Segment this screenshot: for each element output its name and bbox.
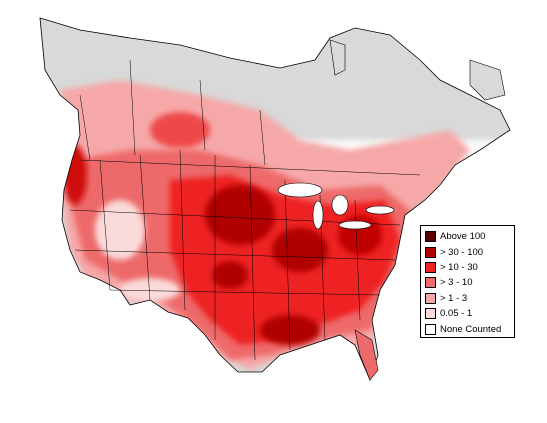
legend-item: > 30 - 100	[425, 244, 510, 259]
legend-item: None Counted	[425, 321, 510, 336]
legend-swatch	[425, 246, 436, 258]
legend-swatch	[425, 231, 436, 243]
legend-label: > 30 - 100	[440, 246, 484, 258]
legend-label: > 1 - 3	[440, 292, 468, 304]
legend-item: Above 100	[425, 229, 510, 244]
island	[329, 39, 346, 76]
state-boundaries	[69, 59, 421, 361]
legend-label: None Counted	[440, 323, 502, 335]
legend: Above 100 > 30 - 100 > 10 - 30 > 3 - 10 …	[420, 225, 515, 338]
abundance-layer	[60, 80, 510, 370]
legend-label: Above 100	[440, 231, 486, 243]
legend-swatch	[425, 261, 436, 273]
legend-label: > 10 - 30	[440, 261, 478, 273]
legend-item: > 10 - 30	[425, 260, 510, 275]
legend-label: > 3 - 10	[440, 277, 473, 289]
legend-item: 0.05 - 1	[425, 306, 510, 321]
legend-swatch	[425, 308, 436, 320]
legend-item: > 1 - 3	[425, 291, 510, 306]
florida	[354, 329, 379, 381]
great-lakes	[277, 182, 395, 230]
legend-item: > 3 - 10	[425, 275, 510, 290]
legend-swatch	[425, 323, 436, 335]
newfoundland	[469, 59, 506, 101]
legend-swatch	[425, 277, 436, 289]
legend-swatch	[425, 292, 436, 304]
legend-label: 0.05 - 1	[440, 308, 473, 320]
